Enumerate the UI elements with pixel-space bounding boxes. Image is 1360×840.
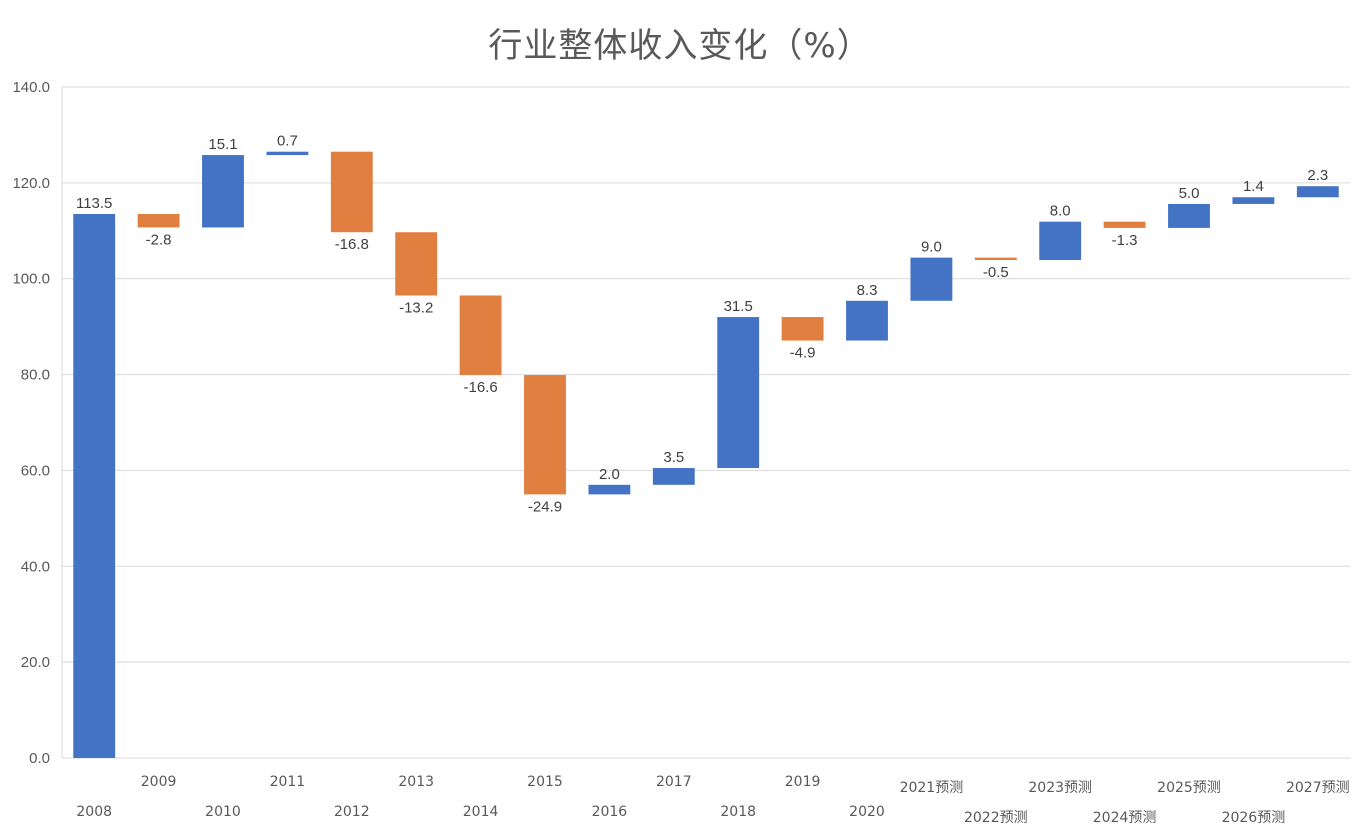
x-tick-label: 2011 [270,774,306,790]
bar-2013 [395,232,438,296]
data-label: 5.0 [1179,185,1200,202]
x-tick-label: 2024预测 [1093,810,1157,826]
bar-2021预测 [910,257,953,301]
x-tick-label: 2015 [527,774,563,790]
x-tick-label: 2018 [720,804,756,820]
x-tick-label: 2020 [849,804,885,820]
data-label: 8.3 [857,282,878,299]
data-label: -13.2 [399,299,433,316]
x-axis-labels: 2008 2009 2010 2011 2012 2013 2014 2015 2016 2017… [76,774,1349,826]
bar-2010 [202,155,244,228]
x-tick-label: 2016 [592,804,628,820]
data-label: -16.8 [335,236,369,253]
bar-2017 [652,468,695,485]
x-tick-label: 2025预测 [1157,780,1221,796]
bar-2020 [846,300,888,341]
data-label: -4.9 [790,345,816,362]
data-label: 1.4 [1243,178,1264,195]
data-label: 2.0 [599,466,620,483]
data-label: 113.5 [76,195,112,212]
data-label: 0.7 [277,133,298,150]
x-tick-label: 2026预测 [1222,810,1286,826]
x-tick-label: 2014 [463,804,499,820]
bar-2026预测 [1232,197,1275,204]
data-labels: 113.5 -2.8 15.1 0.7 -16.8 -13.2 -16.6 -24.9 2.0 3… [76,133,1328,516]
y-tick-label: 40.0 [21,558,50,575]
y-tick-label: 0.0 [29,750,50,767]
data-label: 9.0 [921,239,942,256]
x-tick-label: 2022预测 [964,810,1028,826]
bar-2023预测 [1039,221,1082,261]
x-tick-label: 2013 [398,774,434,790]
gridlines [61,86,1350,759]
x-tick-label: 2023预测 [1028,780,1092,796]
y-tick-label: 60.0 [21,462,50,479]
bar-2015 [524,375,566,495]
chart-title: 行业整体收入变化（%） [488,26,872,66]
bar-2025预测 [1168,203,1210,228]
data-label: -0.5 [983,264,1009,281]
bar-2027预测 [1296,186,1339,198]
data-label: -2.8 [146,231,172,248]
y-tick-label: 80.0 [21,367,50,384]
bars [73,151,1339,758]
bar-2024预测 [1103,221,1146,228]
bar-2014 [459,295,502,376]
y-tick-label: 100.0 [12,271,50,288]
y-tick-label: 20.0 [21,654,50,671]
data-label: -1.3 [1112,232,1138,249]
x-tick-label: 2008 [76,804,112,820]
bar-2009 [137,214,180,228]
bar-2018 [717,317,760,469]
x-tick-label: 2027预测 [1286,780,1350,796]
bar-2008 [73,214,116,758]
data-label: 8.0 [1050,203,1071,220]
data-label: -24.9 [528,498,562,515]
bar-2019 [781,317,824,341]
data-label: 2.3 [1307,167,1328,184]
x-tick-label: 2017 [656,774,692,790]
x-tick-label: 2010 [205,804,241,820]
bar-2016 [588,484,631,495]
y-axis-ticks: 0.0 20.0 40.0 60.0 80.0 100.0 120.0 140.0 [12,79,50,767]
x-tick-label: 2009 [141,774,177,790]
y-tick-label: 120.0 [12,175,50,192]
x-tick-label: 2021预测 [900,780,964,796]
data-label: 15.1 [208,136,237,153]
x-tick-label: 2019 [785,774,821,790]
data-label: -16.6 [463,379,497,396]
y-tick-label: 140.0 [12,79,50,96]
x-tick-label: 2012 [334,804,370,820]
bar-2012 [330,151,373,233]
bar-2011 [266,151,309,156]
data-label: 31.5 [724,298,753,315]
data-label: 3.5 [663,449,684,466]
bar-2022预测 [974,257,1017,261]
